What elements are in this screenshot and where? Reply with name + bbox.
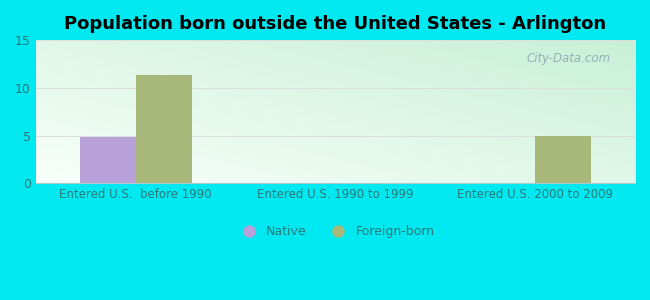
Title: Population born outside the United States - Arlington: Population born outside the United State…: [64, 15, 606, 33]
Bar: [136, 74, 192, 183]
Legend: Native, Foreign-born: Native, Foreign-born: [233, 221, 438, 242]
Bar: [80, 136, 136, 183]
Text: City-Data.com: City-Data.com: [527, 52, 611, 64]
Bar: [535, 136, 591, 183]
